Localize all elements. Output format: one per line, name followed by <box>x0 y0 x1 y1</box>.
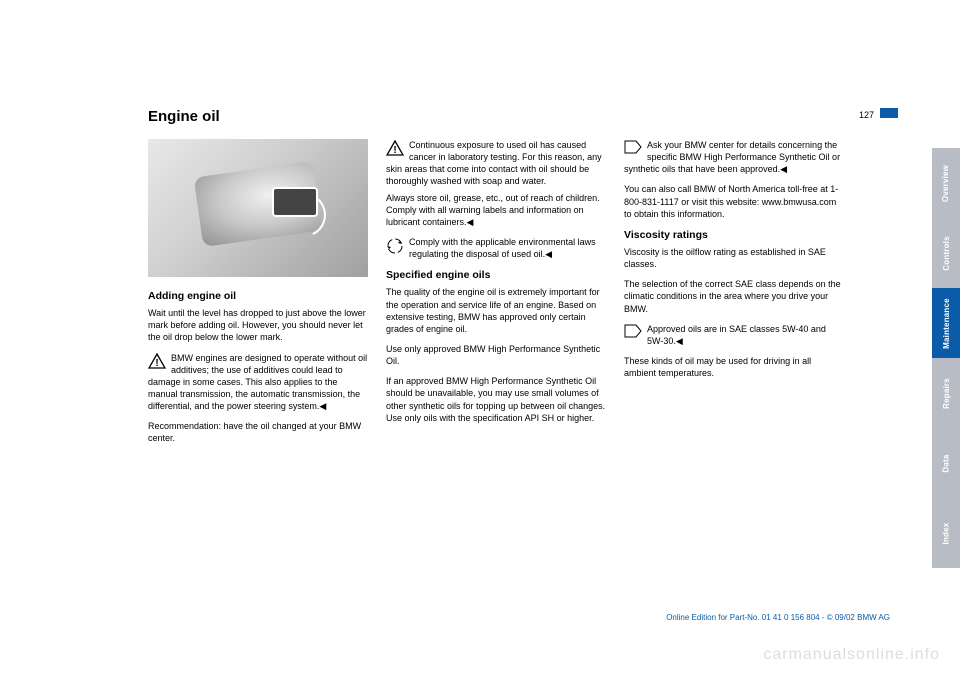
subhead-specified-oils: Specified engine oils <box>386 268 606 282</box>
tab-label: Overview <box>942 164 951 201</box>
info-arrow-icon <box>624 140 642 154</box>
paragraph: Recommendation: have the oil changed at … <box>148 420 368 444</box>
paragraph: Always store oil, grease, etc., out of r… <box>386 192 606 228</box>
tab-label: Data <box>941 454 950 472</box>
tab-repairs[interactable]: Repairs <box>932 358 960 428</box>
paragraph: Viscosity is the oilflow rating as estab… <box>624 246 844 270</box>
warning-note: ! Continuous exposure to used oil has ca… <box>386 139 606 188</box>
tab-index[interactable]: Index <box>932 498 960 568</box>
paragraph: Wait until the level has dropped to just… <box>148 307 368 343</box>
warning-icon: ! <box>148 353 166 369</box>
warning-text: BMW engines are designed to operate with… <box>148 353 367 412</box>
header: Engine oil 127 <box>148 108 868 125</box>
warning-icon: ! <box>386 140 404 156</box>
info-note: Approved oils are in SAE classes 5W-40 a… <box>624 323 844 347</box>
environment-text: Comply with the applicable environmental… <box>409 237 596 259</box>
environment-note: Comply with the applicable environmental… <box>386 236 606 260</box>
tab-controls[interactable]: Controls <box>932 218 960 288</box>
page-content: Engine oil 127 Adding engine oil Wait un… <box>148 108 868 588</box>
subhead-viscosity: Viscosity ratings <box>624 228 844 242</box>
info-text: Approved oils are in SAE classes 5W-40 a… <box>647 324 826 346</box>
tab-label: Repairs <box>942 378 951 409</box>
paragraph: The quality of the engine oil is extreme… <box>386 286 606 335</box>
paragraph: Use only approved BMW High Performance S… <box>386 343 606 367</box>
tab-label: Controls <box>942 236 951 271</box>
warning-note: ! BMW engines are designed to operate wi… <box>148 352 368 413</box>
tab-data[interactable]: Data <box>932 428 960 498</box>
page-marker <box>880 108 898 118</box>
side-tabs: Overview Controls Maintenance Repairs Da… <box>932 148 960 568</box>
info-arrow-icon <box>624 324 642 338</box>
page-number: 127 <box>859 110 874 120</box>
footer-edition: Online Edition for Part-No. 01 41 0 156 … <box>666 613 890 622</box>
paragraph: The selection of the correct SAE class d… <box>624 278 844 314</box>
column-1: Adding engine oil Wait until the level h… <box>148 139 368 453</box>
column-3: Ask your BMW center for details concerni… <box>624 139 844 453</box>
watermark: carmanualsonline.info <box>763 646 940 664</box>
svg-text:!: ! <box>155 358 158 369</box>
svg-text:!: ! <box>393 145 396 156</box>
paragraph: If an approved BMW High Performance Synt… <box>386 375 606 424</box>
engine-illustration <box>148 139 368 277</box>
page-title: Engine oil <box>148 108 220 125</box>
columns: Adding engine oil Wait until the level h… <box>148 139 868 453</box>
tab-label: Maintenance <box>942 298 951 349</box>
subhead-adding-oil: Adding engine oil <box>148 289 368 303</box>
arrow-overlay <box>276 187 332 243</box>
recycle-icon <box>386 237 404 255</box>
paragraph: These kinds of oil may be used for drivi… <box>624 355 844 379</box>
tab-overview[interactable]: Overview <box>932 148 960 218</box>
info-note: Ask your BMW center for details concerni… <box>624 139 844 175</box>
info-text: Ask your BMW center for details concerni… <box>624 140 840 174</box>
paragraph: You can also call BMW of North America t… <box>624 183 844 219</box>
column-2: ! Continuous exposure to used oil has ca… <box>386 139 606 453</box>
warning-text: Continuous exposure to used oil has caus… <box>386 140 602 186</box>
tab-maintenance[interactable]: Maintenance <box>932 288 960 358</box>
tab-label: Index <box>942 522 951 544</box>
